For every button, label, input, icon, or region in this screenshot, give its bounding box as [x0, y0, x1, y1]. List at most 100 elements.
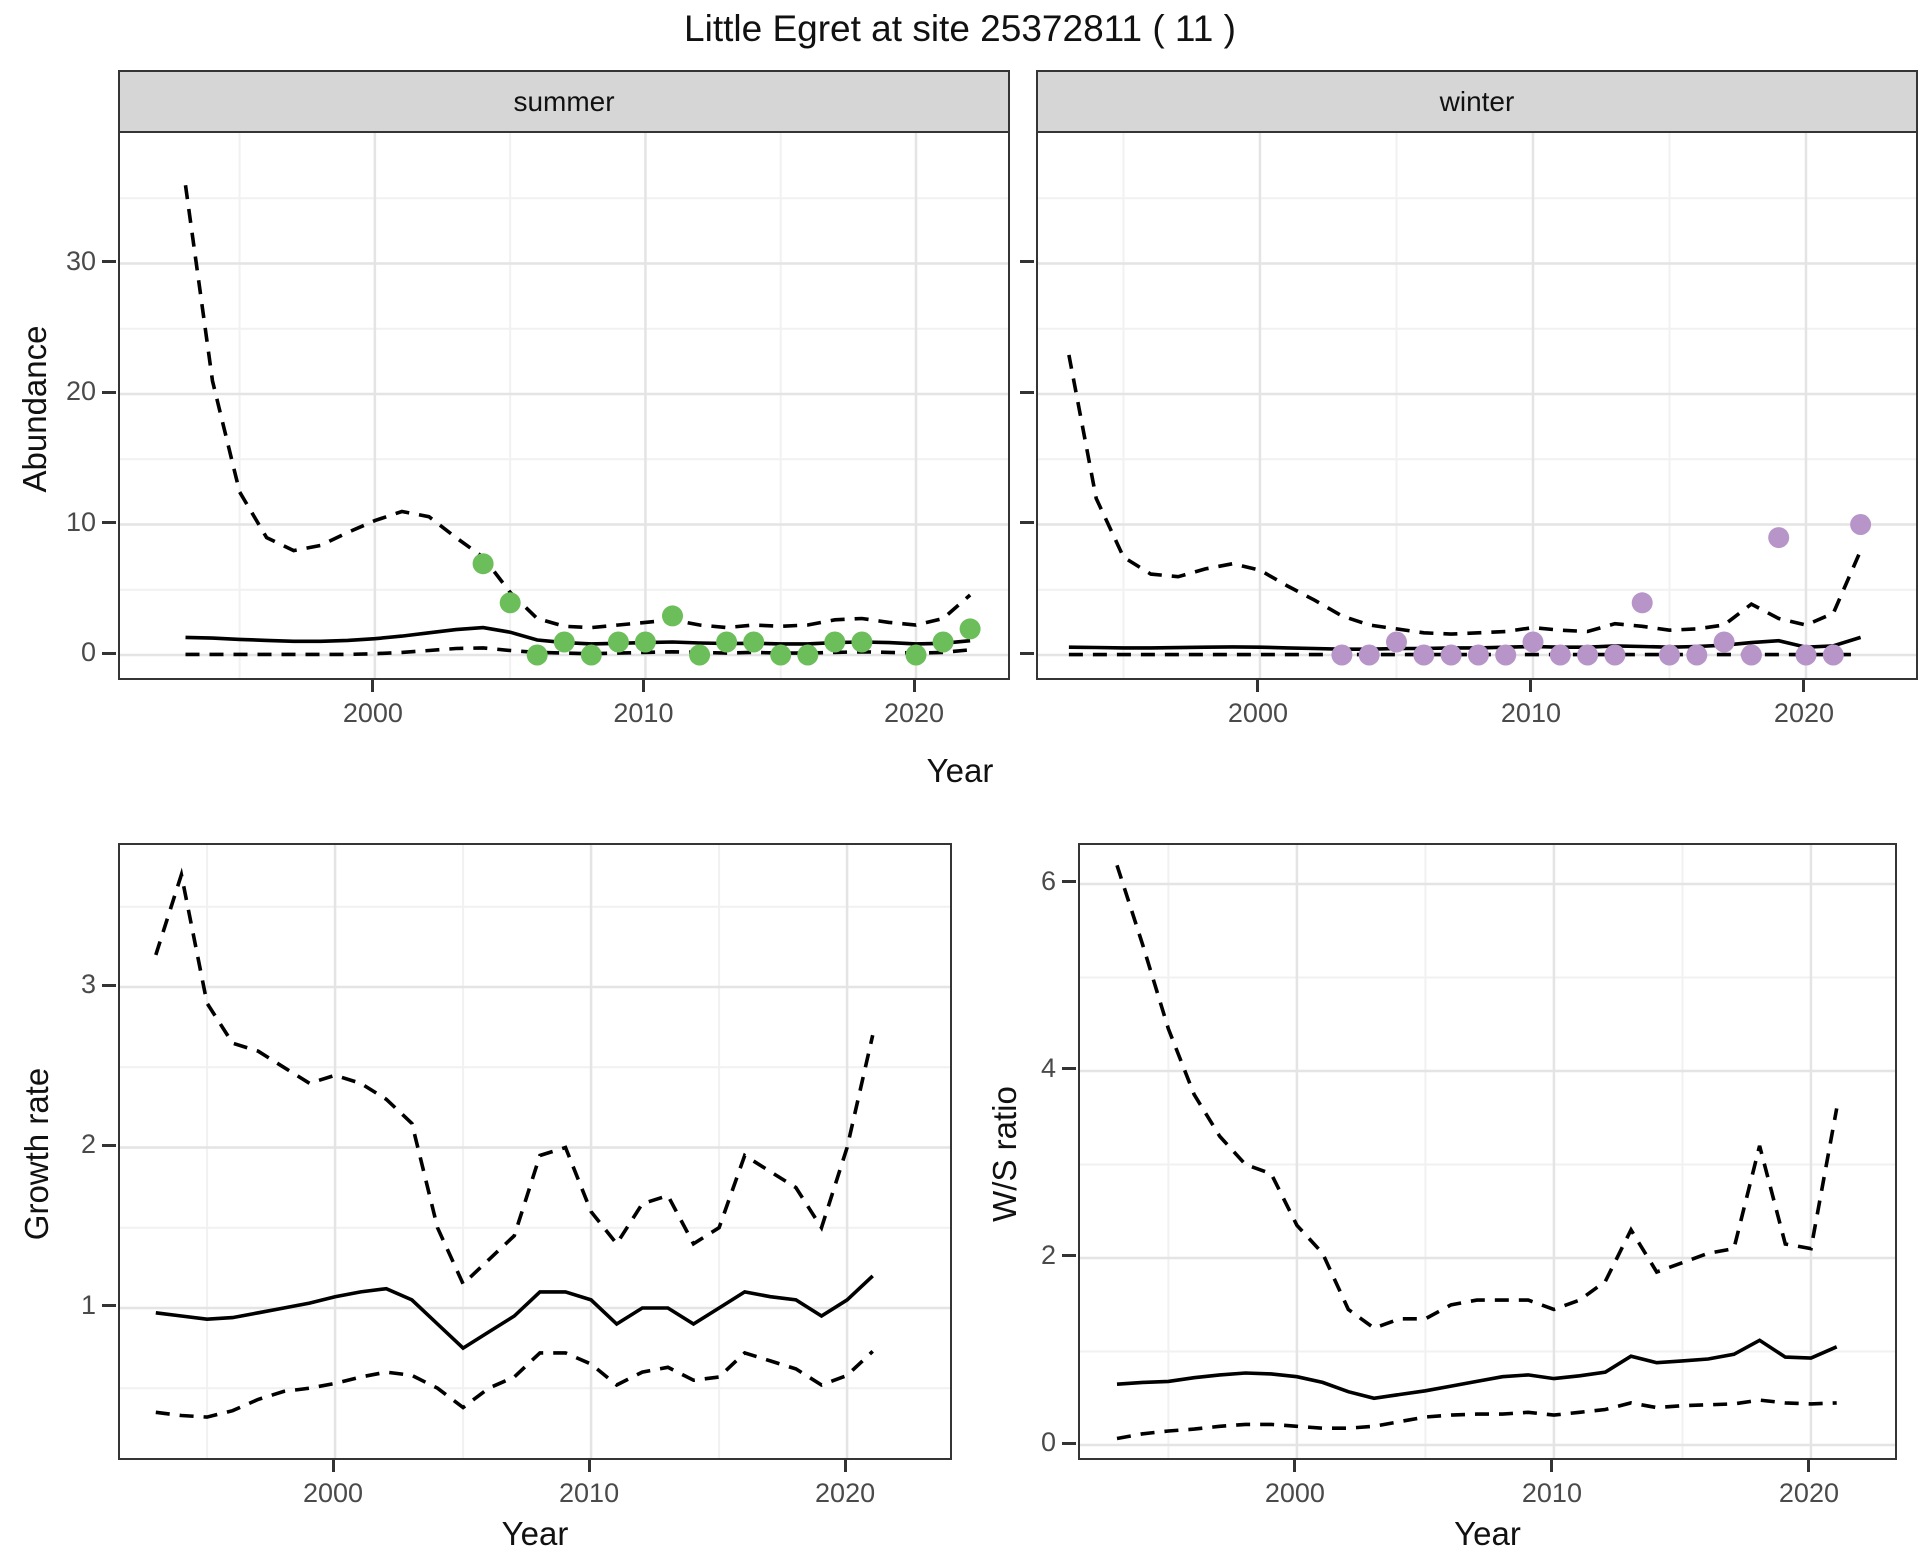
- winter-data-point: [1850, 514, 1872, 535]
- summer-data-point: [526, 644, 548, 666]
- panel-summer-abundance: [118, 131, 1010, 680]
- summer-data-point: [662, 605, 683, 627]
- summer-data-point: [932, 631, 954, 653]
- winter-data-point: [1768, 527, 1790, 549]
- y-tick-label: 6: [1040, 865, 1056, 896]
- winter-data-point: [1822, 644, 1844, 666]
- growth-fitted-line: [155, 1274, 874, 1351]
- y-tick-label: 0: [80, 637, 96, 668]
- x-tick-label: 2010: [559, 1478, 620, 1508]
- y-tick-label: 1: [80, 1289, 96, 1320]
- winter-data-point: [1413, 644, 1435, 666]
- summer-data-point: [689, 644, 711, 666]
- axis-tick-mark: [102, 1143, 116, 1147]
- winter-data-point: [1795, 644, 1817, 666]
- summer-data-point: [824, 631, 846, 653]
- axis-tick-mark: [102, 390, 116, 394]
- winter-fitted-line: [1068, 635, 1862, 652]
- summer-data-point: [851, 631, 873, 653]
- chart-summer: [120, 133, 1008, 678]
- winter-upper_ci-line: [1067, 354, 1863, 636]
- winter-data-point: [1522, 631, 1544, 653]
- winter-data-point: [1495, 644, 1517, 666]
- summer-data-point: [580, 644, 602, 666]
- chart-ws: [1080, 845, 1895, 1458]
- axis-tick-mark: [102, 651, 116, 655]
- ws-lower_ci-line: [1116, 1398, 1837, 1441]
- x-tick-label: 2020: [1778, 1478, 1839, 1508]
- summer-data-point: [634, 631, 656, 653]
- x-tick-label: 2010: [1521, 1478, 1582, 1508]
- chart-winter: [1038, 133, 1916, 678]
- chart-growth: [120, 845, 950, 1458]
- winter-data-point: [1631, 592, 1653, 614]
- growth-upper_ci-line: [154, 867, 875, 1287]
- panel-ws-ratio: [1078, 843, 1897, 1460]
- x-tick-label: 2020: [883, 698, 945, 728]
- summer-data-point: [905, 644, 927, 666]
- axis-tick-mark: [102, 521, 116, 525]
- winter-data-point: [1386, 631, 1407, 653]
- winter-data-point: [1358, 644, 1380, 666]
- y-tick-label: 10: [65, 506, 96, 537]
- axis-tick-mark: [1256, 678, 1260, 692]
- axis-tick-mark: [1020, 651, 1034, 655]
- axis-tick-mark: [1293, 1458, 1297, 1472]
- x-tick-label: 2000: [342, 698, 403, 728]
- x-axis-label-year-bottom-right: Year: [1454, 1515, 1521, 1552]
- winter-data-point: [1659, 644, 1680, 666]
- axis-tick-mark: [912, 678, 916, 692]
- summer-data-point: [797, 644, 819, 666]
- y-tick-label: 2: [80, 1129, 96, 1160]
- x-axis-label-year-bottom-left: Year: [501, 1515, 569, 1552]
- y-axis-label-abundance: Abundance: [16, 325, 53, 493]
- winter-data-point: [1440, 644, 1462, 666]
- facet-strip-summer-label: summer: [513, 85, 615, 117]
- summer-data-point: [553, 631, 575, 653]
- x-tick-label: 2020: [1773, 698, 1834, 728]
- axis-tick-mark: [1802, 678, 1806, 692]
- winter-data-point: [1577, 644, 1599, 666]
- x-tick-label: 2000: [303, 1478, 364, 1508]
- summer-lower_ci-line: [185, 646, 971, 657]
- ws-upper_ci-line: [1115, 864, 1839, 1331]
- x-tick-label: 2000: [1227, 698, 1288, 728]
- x-tick-label: 2000: [1264, 1478, 1325, 1508]
- y-tick-label: 2: [1040, 1239, 1056, 1270]
- axis-tick-mark: [102, 983, 116, 987]
- axis-tick-mark: [102, 260, 116, 263]
- axis-tick-mark: [1529, 678, 1533, 692]
- chart-title: Little Egret at site 25372811 ( 11 ): [684, 8, 1236, 49]
- summer-data-point: [716, 631, 738, 653]
- axis-tick-mark: [1550, 1458, 1554, 1472]
- winter-data-point: [1740, 644, 1762, 666]
- x-tick-label: 2010: [613, 698, 674, 728]
- y-tick-label: 4: [1040, 1052, 1056, 1083]
- growth-lower_ci-line: [155, 1349, 874, 1419]
- y-tick-label: 3: [80, 969, 96, 1000]
- panel-winter-abundance: [1036, 131, 1918, 680]
- summer-data-point: [959, 618, 981, 640]
- axis-tick-mark: [1062, 1254, 1076, 1258]
- axis-tick-mark: [371, 678, 375, 692]
- summer-data-point: [472, 553, 494, 575]
- winter-data-point: [1713, 631, 1735, 653]
- y-tick-label: 30: [65, 245, 96, 276]
- axis-tick-mark: [102, 1304, 116, 1308]
- summer-data-point: [607, 631, 629, 653]
- axis-tick-mark: [1062, 880, 1076, 884]
- winter-data-point: [1686, 644, 1708, 666]
- x-tick-label: 2020: [815, 1478, 876, 1508]
- x-tick-label: 2010: [1500, 698, 1561, 728]
- winter-data-point: [1604, 644, 1626, 666]
- axis-tick-mark: [1062, 1067, 1076, 1071]
- summer-data-point: [499, 592, 521, 614]
- winter-data-point: [1331, 644, 1353, 666]
- facet-strip-winter-label: winter: [1439, 85, 1515, 117]
- axis-tick-mark: [1062, 1441, 1076, 1445]
- summer-upper_ci-line: [183, 184, 972, 630]
- axis-tick-mark: [1807, 1458, 1811, 1472]
- axis-tick-mark: [1020, 521, 1034, 525]
- axis-tick-mark: [331, 1458, 335, 1472]
- x-axis-label-year-top: Year: [926, 752, 994, 789]
